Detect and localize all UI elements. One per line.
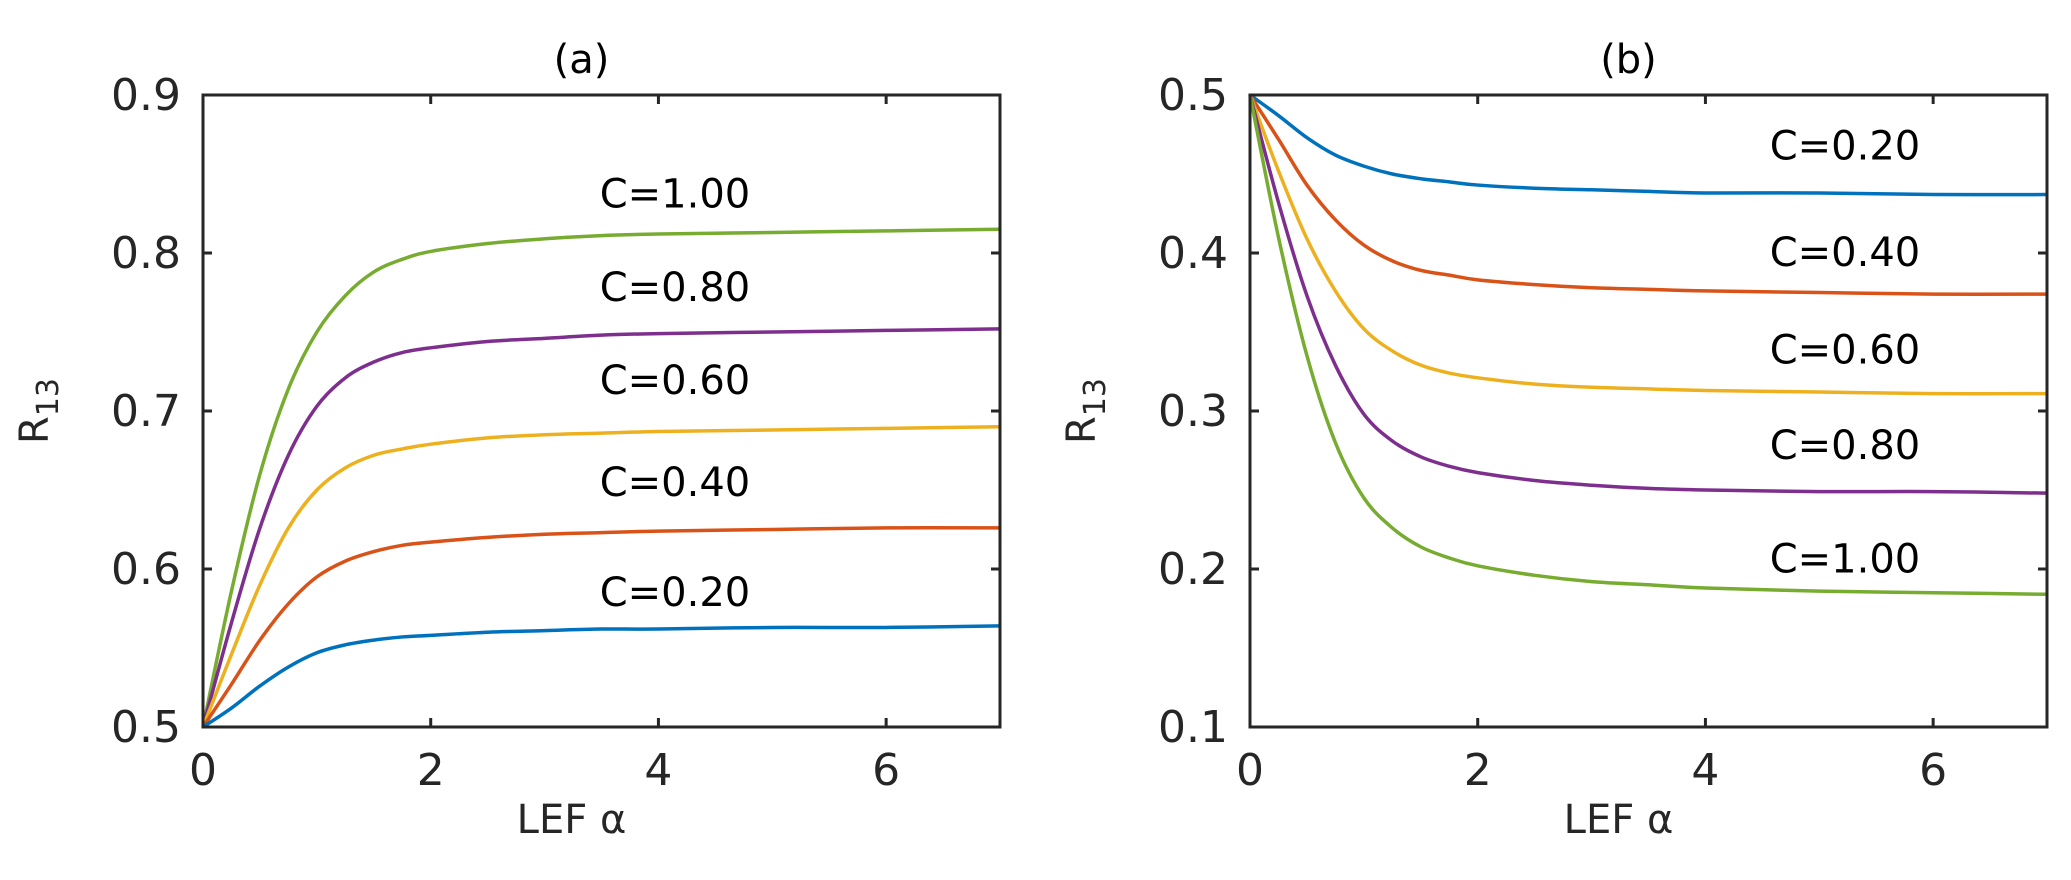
x-axis-label: LEF α — [517, 797, 627, 843]
y-tick-label: 0.7 — [111, 386, 181, 437]
series-line-c-1-00 — [1248, 94, 2048, 597]
curve-label: C=0.80 — [600, 265, 751, 311]
y-tick-label: 0.4 — [1158, 228, 1228, 279]
y-tick-label: 0.3 — [1158, 386, 1228, 437]
panel-a: C=1.00 C=0.80 C=0.60 C=0.40 C=0.20 0 2 4 6 0.5 0.6… — [12, 37, 1002, 843]
series-line-c-1-00 — [201, 227, 1001, 728]
x-tick-label: 0 — [1236, 745, 1264, 796]
y-tick-label: 0.9 — [111, 70, 181, 121]
series-line-c-0-20 — [202, 624, 1001, 729]
curve-label: C=0.60 — [1770, 328, 1921, 374]
series-line-c-0-80 — [1248, 94, 2048, 495]
y-axis-label: R13 — [12, 378, 66, 444]
curve-label: C=1.00 — [600, 171, 751, 217]
panel-title: (a) — [554, 37, 610, 83]
curve-label: C=0.20 — [600, 570, 751, 616]
x-tick-label: 4 — [1691, 745, 1719, 796]
y-tick-label: 0.6 — [111, 544, 181, 595]
x-tick-label: 6 — [872, 745, 900, 796]
x-tick-label: 2 — [1464, 745, 1492, 796]
y-axis-label: R13 — [1059, 378, 1113, 444]
y-tick-label: 0.5 — [111, 702, 181, 753]
y-tick-label: 0.8 — [111, 228, 181, 279]
curve-label: C=0.40 — [1770, 230, 1921, 276]
curve-label: C=0.20 — [1770, 124, 1921, 170]
y-tick-label: 0.2 — [1158, 544, 1228, 595]
panel-b: C=0.20 C=0.40 C=0.60 C=0.80 C=1.00 0 2 4 6 0.1 0.2… — [1059, 37, 2049, 843]
y-axis-label-subscript: 13 — [1078, 378, 1113, 416]
y-tick-label: 0.1 — [1158, 702, 1228, 753]
x-tick-label: 4 — [644, 745, 672, 796]
y-axis-label-main: R — [12, 416, 58, 444]
panel-title: (b) — [1600, 37, 1657, 83]
curve-label: C=0.60 — [600, 358, 751, 404]
series-line-c-0-20 — [1248, 93, 2048, 197]
x-tick-label: 2 — [417, 745, 445, 796]
y-axis-label-main: R — [1059, 416, 1105, 444]
x-tick-label: 6 — [1919, 745, 1947, 796]
curve-label: C=1.00 — [1770, 536, 1921, 582]
series-line-c-0-40 — [201, 526, 1001, 728]
series-line-c-0-80 — [201, 327, 1001, 728]
curve-label: C=0.40 — [600, 460, 751, 506]
x-axis-label: LEF α — [1564, 797, 1674, 843]
y-tick-label: 0.5 — [1158, 70, 1228, 121]
series-line-c-0-60 — [1248, 94, 2048, 396]
x-tick-label: 0 — [189, 745, 217, 796]
series-line-c-0-40 — [1248, 94, 2048, 296]
y-axis-label-subscript: 13 — [31, 378, 66, 416]
curve-label: C=0.80 — [1770, 423, 1921, 469]
series-line-c-0-60 — [201, 425, 1001, 728]
